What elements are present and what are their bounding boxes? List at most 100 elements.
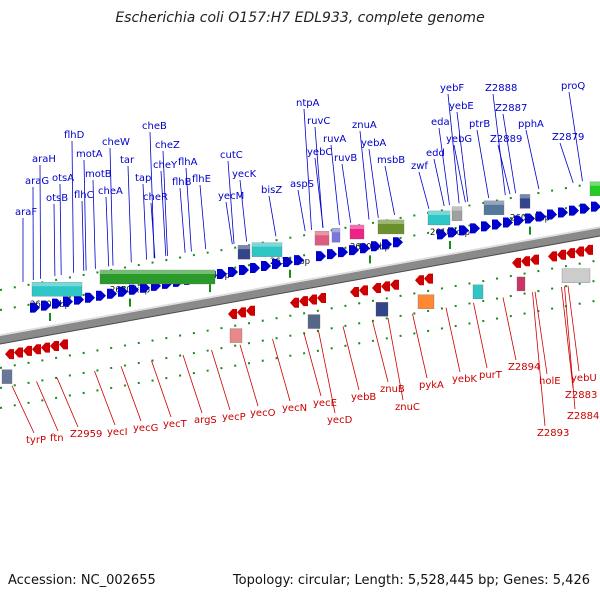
forward-gene-arrow (514, 215, 524, 226)
reverse-gene-arrow (14, 347, 23, 358)
gene-leader-line (83, 159, 87, 271)
gene-feature-block (251, 242, 283, 257)
forward-gene-arrow (239, 264, 249, 275)
forward-gene-arrow (327, 249, 337, 260)
gene-leader-line (211, 349, 231, 411)
gene-feature-block (31, 282, 83, 297)
forward-gene-arrow (63, 296, 73, 307)
gene-label-top: yebA (361, 138, 386, 149)
reverse-gene-arrow (521, 256, 530, 267)
gene-label-bottom: yecD (327, 415, 353, 426)
gene-label-top: flhA (178, 157, 198, 168)
backbone-highlight (0, 226, 600, 336)
gene-label-top: yebE (449, 101, 474, 112)
gene-feature-block (331, 228, 341, 243)
reverse-gene-arrow (381, 281, 390, 292)
forward-gene-arrow (591, 201, 600, 212)
gene-label-top: Z2879 (552, 132, 584, 143)
gene-label-top: bisZ (261, 185, 282, 196)
genome-summary: Topology: circular; Length: 5,528,445 bp… (232, 573, 590, 588)
gene-feature-block (377, 219, 405, 235)
gene-leader-line (272, 338, 291, 402)
gene-leader-line (239, 344, 259, 407)
reverse-gene-arrow (237, 307, 246, 318)
gene-leader-line (384, 165, 395, 216)
gene-leader-line (341, 163, 352, 223)
gene-feature-block (417, 294, 435, 309)
gene-leader-line (149, 131, 155, 259)
gene-feature-block (99, 269, 216, 285)
gene-feature-block (237, 245, 251, 260)
gene-leader-line (445, 307, 461, 373)
gene-leader-line (387, 318, 404, 401)
gene-leader-line (492, 93, 506, 196)
gene-label-top: zwf (411, 161, 428, 172)
gene-feature-shine (100, 270, 215, 274)
gene-label-top: ruvC (307, 116, 330, 127)
forward-gene-arrow (580, 203, 590, 214)
gene-label-top: motA (76, 149, 103, 160)
gene-label-top: cheB (142, 121, 167, 132)
gene-feature-block (519, 194, 531, 209)
forward-gene-arrow (140, 282, 150, 293)
gene-leader-line (561, 286, 574, 389)
gene-label-top: Z2889 (490, 134, 522, 145)
forward-gene-arrow (349, 245, 359, 256)
reverse-gene-arrow (317, 292, 326, 303)
gene-label-top: araH (32, 154, 56, 165)
gene-leader-line (525, 129, 540, 190)
gene-leader-line (39, 164, 41, 279)
forward-gene-arrow (558, 207, 568, 218)
gene-label-top: yecK (232, 169, 257, 180)
gene-label-bottom: tyrP (26, 435, 46, 446)
guide-dots-2 (0, 259, 600, 369)
gene-leader-line (534, 291, 548, 375)
reverse-gene-arrow (290, 297, 299, 308)
gene-leader-line (567, 285, 580, 372)
gene-leader-line (94, 370, 116, 426)
forward-gene-arrow (217, 268, 227, 279)
forward-gene-arrow (294, 255, 304, 266)
gene-label-top: ptrB (469, 119, 490, 130)
backbone-shadow (0, 235, 600, 345)
gene-leader-line (109, 147, 114, 266)
reverse-gene-arrow (415, 275, 424, 286)
gene-label-top: ruvA (323, 134, 346, 145)
gene-label-top: motB (85, 169, 112, 180)
reverse-gene-arrow (41, 342, 50, 353)
gene-leader-line (568, 91, 583, 182)
reverse-gene-arrow (308, 294, 317, 305)
gene-leader-line (502, 113, 516, 194)
forward-gene-arrow (96, 290, 106, 301)
gene-feature-block (427, 210, 451, 226)
gene-label-bottom: yecI (107, 427, 128, 438)
gene-feature-shine (332, 228, 340, 233)
gene-label-top: yebF (440, 83, 464, 94)
gene-leader-line (182, 354, 203, 414)
gene-label-top: cheY (153, 160, 178, 171)
gene-leader-line (318, 330, 336, 414)
gene-leader-line (314, 157, 324, 228)
gene-feature-block (589, 181, 600, 196)
gene-feature-shine (252, 242, 282, 247)
gene-label-top: otsB (46, 193, 68, 204)
gene-label-bottom: yecE (313, 398, 337, 409)
gene-feature-shine (590, 181, 600, 186)
gene-label-top: pphA (518, 119, 544, 130)
gene-leader-line (473, 302, 488, 369)
gene-leader-line (303, 108, 312, 230)
gene-leader-line (559, 142, 574, 183)
gene-feature-shine (32, 282, 82, 287)
gene-leader-line (564, 286, 576, 410)
forward-gene-arrow (52, 298, 62, 309)
reverse-gene-arrow (584, 244, 593, 255)
gene-feature-shine (452, 206, 462, 211)
gene-feature-block (516, 276, 526, 292)
forward-gene-arrow (129, 284, 139, 295)
forward-gene-arrow (503, 217, 513, 228)
reverse-gene-arrow (359, 285, 368, 296)
reverse-gene-arrow (575, 246, 584, 257)
gene-label-top: aspS (290, 179, 314, 190)
gene-label-bottom: Z2884 (567, 411, 599, 422)
